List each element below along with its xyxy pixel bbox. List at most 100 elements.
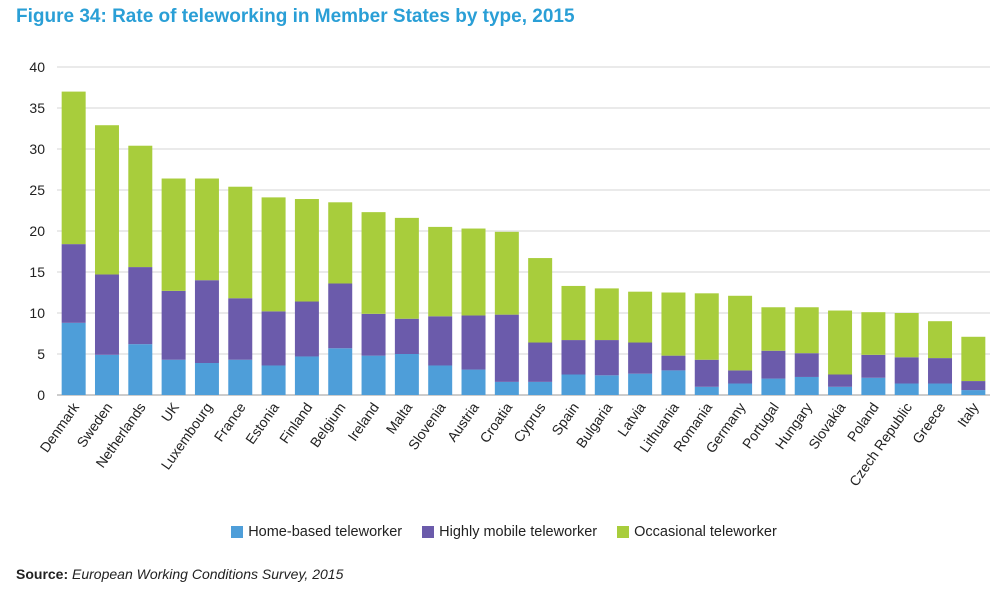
bar-segment — [761, 350, 786, 379]
legend-swatch-occasional — [617, 526, 630, 538]
source-text: European Working Conditions Survey, 2015 — [72, 566, 344, 582]
bar-segment — [61, 322, 86, 395]
x-tick-label: Italy — [954, 400, 982, 430]
x-tick-label: Greece — [909, 399, 949, 446]
y-tick-label: 40 — [29, 59, 45, 75]
bar-segment — [761, 378, 786, 395]
chart-title: Figure 34: Rate of teleworking in Member… — [16, 6, 575, 27]
bar-segment — [494, 314, 519, 382]
bar-segment — [461, 315, 486, 370]
source-note: Source: European Working Conditions Surv… — [16, 566, 343, 582]
bar-segment — [61, 91, 86, 245]
x-tick-label: UK — [158, 399, 183, 425]
x-tick-label: Estonia — [242, 399, 282, 447]
legend-label-home-based: Home-based teleworker — [248, 524, 403, 540]
bar-segment — [861, 377, 886, 395]
bar-segment — [161, 290, 186, 360]
bar-segment — [894, 383, 919, 395]
legend-label-highly-mobile: Highly mobile teleworker — [439, 524, 598, 540]
bar-segment — [794, 307, 819, 354]
bar-segment — [361, 212, 386, 314]
bar-segment — [461, 369, 486, 395]
bar-segment — [228, 186, 253, 299]
bar-segment — [94, 354, 119, 395]
bar-segment — [961, 381, 986, 391]
bar-segment — [394, 354, 419, 395]
bar-segment — [694, 293, 719, 360]
bar-segment — [728, 295, 753, 371]
legend-swatch-home-based — [231, 526, 244, 538]
y-tick-label: 15 — [29, 264, 45, 280]
y-tick-label: 0 — [37, 387, 45, 403]
legend-item-highly-mobile: Highly mobile teleworker — [422, 524, 597, 540]
bar-segment — [294, 301, 319, 357]
x-tick-label: Latvia — [614, 399, 649, 439]
stacked-bar-chart: 0510152025303540DenmarkSwedenNetherlands… — [29, 59, 990, 489]
chart-legend: Home-based teleworker Highly mobile tele… — [0, 524, 1008, 542]
bar-segment — [894, 313, 919, 358]
bar-segment — [261, 197, 286, 312]
legend-item-occasional: Occasional teleworker — [617, 524, 777, 540]
bar-segment — [194, 363, 219, 395]
bar-segment — [861, 354, 886, 378]
bar-segment — [794, 376, 819, 395]
bar-segment — [628, 291, 653, 343]
bar-segment — [961, 336, 986, 382]
bar-segment — [428, 226, 453, 317]
bar-segment — [928, 321, 953, 359]
y-tick-label: 20 — [29, 223, 45, 239]
bar-segment — [228, 298, 253, 360]
bar-segment — [494, 231, 519, 315]
y-tick-label: 5 — [37, 346, 45, 362]
x-tick-label: Cyprus — [510, 400, 549, 446]
bar-segment — [594, 375, 619, 395]
y-tick-label: 25 — [29, 182, 45, 198]
bar-segment — [94, 274, 119, 355]
legend-label-occasional: Occasional teleworker — [634, 524, 777, 540]
bar-segment — [961, 390, 986, 395]
bar-segment — [828, 386, 853, 395]
bar-segment — [194, 178, 219, 281]
bar-segment — [294, 199, 319, 302]
bar-segment — [61, 244, 86, 323]
bar-segment — [561, 285, 586, 341]
bar-segment — [428, 365, 453, 395]
bar-segment — [328, 283, 353, 349]
x-tick-label: Denmark — [36, 399, 82, 456]
bar-segment — [628, 342, 653, 374]
bar-segment — [361, 313, 386, 356]
x-tick-label: Malta — [383, 399, 416, 436]
bar-segment — [594, 340, 619, 376]
bar-segment — [928, 358, 953, 384]
bar-segment — [694, 386, 719, 395]
bar-segment — [828, 310, 853, 375]
legend-swatch-highly-mobile — [422, 526, 435, 538]
bar-segment — [461, 228, 486, 316]
bar-segment — [128, 344, 153, 395]
y-tick-label: 35 — [29, 100, 45, 116]
y-tick-label: 30 — [29, 141, 45, 157]
bar-segment — [628, 373, 653, 395]
bar-segment — [361, 355, 386, 395]
bar-segment — [194, 280, 219, 364]
bar-segment — [528, 381, 553, 395]
bar-segment — [228, 359, 253, 395]
bar-segment — [528, 258, 553, 343]
bar-segment — [661, 370, 686, 395]
bar-segment — [261, 311, 286, 366]
bar-segment — [261, 365, 286, 395]
bar-segment — [728, 370, 753, 384]
bar-segment — [928, 383, 953, 395]
bar-segment — [761, 307, 786, 351]
bar-segment — [828, 374, 853, 387]
legend-item-home-based: Home-based teleworker — [231, 524, 402, 540]
bar-segment — [128, 267, 153, 345]
bar-segment — [328, 348, 353, 395]
bar-segment — [894, 357, 919, 384]
x-tick-label: Ireland — [344, 400, 382, 444]
bar-segment — [161, 178, 186, 291]
bar-segment — [561, 374, 586, 395]
bar-segment — [794, 353, 819, 377]
bar-segment — [394, 318, 419, 354]
x-tick-label: Croatia — [476, 399, 515, 445]
